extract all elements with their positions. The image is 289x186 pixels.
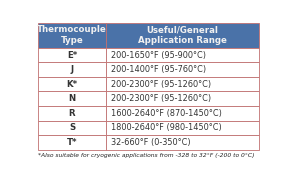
Text: J: J [71, 65, 74, 74]
Bar [106, 23, 259, 48]
Bar [106, 48, 259, 62]
Text: 1800-2640°F (980-1450°C): 1800-2640°F (980-1450°C) [111, 124, 222, 132]
Bar [106, 121, 259, 135]
Text: Useful/General
Application Range: Useful/General Application Range [138, 25, 227, 45]
Bar [38, 106, 106, 121]
Bar [106, 77, 259, 92]
Text: E*: E* [67, 51, 77, 60]
Text: R: R [69, 109, 75, 118]
Bar [38, 135, 106, 150]
Text: K*: K* [66, 80, 77, 89]
Bar [106, 92, 259, 106]
Text: 200-1650°F (95-900°C): 200-1650°F (95-900°C) [111, 51, 206, 60]
Text: T*: T* [67, 138, 77, 147]
Text: S: S [69, 124, 75, 132]
Text: 200-2300°F (95-1260°C): 200-2300°F (95-1260°C) [111, 80, 211, 89]
Text: 1600-2640°F (870-1450°C): 1600-2640°F (870-1450°C) [111, 109, 222, 118]
Bar [38, 92, 106, 106]
Bar [106, 62, 259, 77]
Bar [38, 48, 106, 62]
Bar [106, 135, 259, 150]
Bar [106, 106, 259, 121]
Bar [38, 62, 106, 77]
Text: 32-660°F (0-350°C): 32-660°F (0-350°C) [111, 138, 191, 147]
Bar [38, 121, 106, 135]
Text: 200-2300°F (95-1260°C): 200-2300°F (95-1260°C) [111, 94, 211, 103]
Text: *Also suitable for cryogenic applications from -328 to 32°F (-200 to 0°C): *Also suitable for cryogenic application… [38, 153, 255, 158]
Bar [38, 77, 106, 92]
Text: Thermocouple
Type: Thermocouple Type [37, 25, 107, 45]
Text: N: N [68, 94, 75, 103]
Text: 200-1400°F (95-760°C): 200-1400°F (95-760°C) [111, 65, 206, 74]
Bar [38, 23, 106, 48]
